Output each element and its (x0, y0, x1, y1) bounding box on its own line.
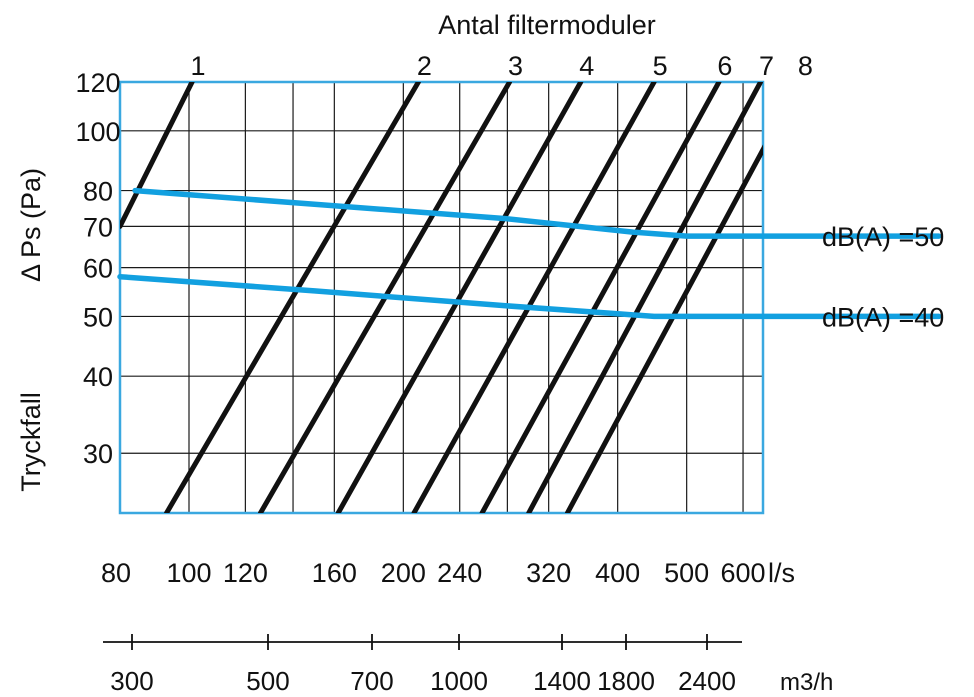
x-tick-label-ls: 80 (101, 558, 131, 588)
x-tick-label-ls: 240 (437, 558, 482, 588)
x-tick-label-ls: 160 (312, 558, 357, 588)
db-series-label: dB(A) =50 (822, 222, 944, 252)
module-line-6 (479, 82, 722, 513)
module-line-8 (564, 144, 763, 513)
y-tick-label: 50 (83, 302, 113, 332)
module-line-5 (411, 82, 657, 513)
y-tick-label: 40 (83, 362, 113, 392)
module-line-7 (526, 82, 763, 513)
y-tick-label: 100 (75, 117, 120, 147)
chart-top-title: Antal filtermoduler (438, 10, 656, 40)
db-curve-40 (117, 273, 942, 320)
x-tick-label-ls: 400 (595, 558, 640, 588)
x-tick-label-ls: 100 (166, 558, 211, 588)
module-label: 7 (759, 51, 774, 81)
module-label: 1 (191, 51, 206, 81)
y-tick-label: 30 (83, 439, 113, 469)
x-tick-label-m3h: 1400 (533, 666, 591, 696)
x-unit-primary-label: l/s (768, 558, 795, 588)
module-label: 3 (508, 51, 523, 81)
y-tick-label: 60 (83, 254, 113, 284)
module-line-2 (164, 82, 421, 513)
db-series-label: dB(A) =40 (822, 302, 944, 332)
y-tick-label: 70 (83, 212, 113, 242)
x-unit-secondary-label: m3/h (780, 669, 833, 696)
module-line-1 (120, 82, 195, 229)
module-label: 8 (798, 51, 813, 81)
module-label: 2 (417, 51, 432, 81)
x-tick-label-m3h: 300 (110, 666, 153, 696)
module-line-4 (335, 82, 584, 513)
y-axis-label: Δ Ps (Pa) (16, 168, 46, 282)
x-tick-label-ls: 120 (223, 558, 268, 588)
module-label: 6 (717, 51, 732, 81)
plot-frame (118, 80, 765, 515)
x-tick-label-m3h: 700 (350, 666, 393, 696)
x-tick-label-ls: 600 (721, 558, 766, 588)
x-tick-label-m3h: 500 (246, 666, 289, 696)
module-label: 5 (653, 51, 668, 81)
x-tick-label-ls: 320 (526, 558, 571, 588)
x-tick-label-ls: 500 (664, 558, 709, 588)
module-label: 4 (579, 51, 594, 81)
x-tick-label-ls: 200 (381, 558, 426, 588)
x-tick-label-m3h: 1800 (597, 666, 655, 696)
y-tick-label: 80 (83, 177, 113, 207)
x-tick-label-m3h: 2400 (678, 666, 736, 696)
y-tick-label: 120 (75, 68, 120, 98)
x-tick-label-m3h: 1000 (430, 666, 488, 696)
db-curve-50 (132, 187, 942, 239)
y-axis-secondary-label: Tryckfall (16, 392, 46, 492)
